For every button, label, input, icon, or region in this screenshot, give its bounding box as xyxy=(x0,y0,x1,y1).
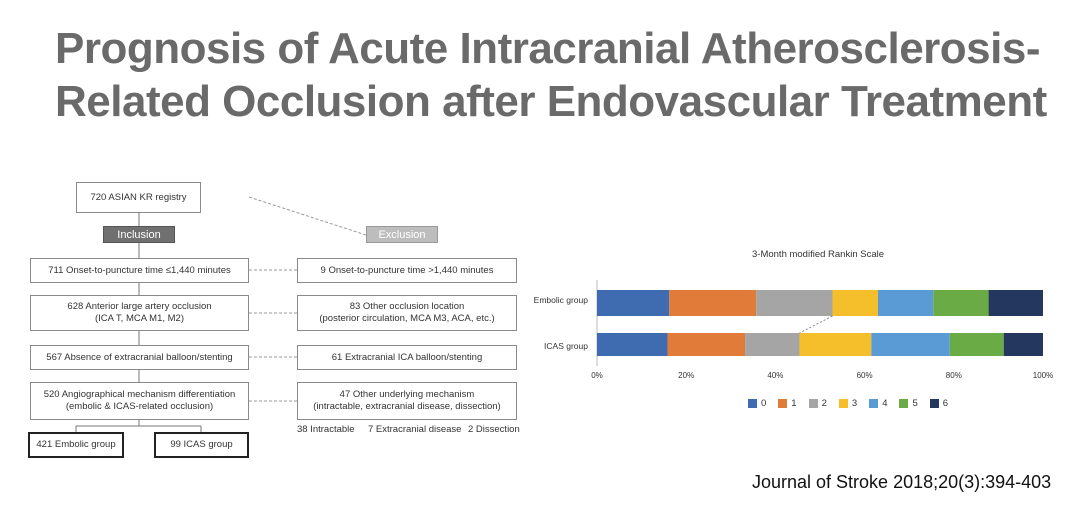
bar-segment-mrs-0 xyxy=(597,333,668,356)
legend-swatch xyxy=(869,399,879,408)
x-tick-label: 80% xyxy=(945,371,962,380)
legend-item-1: 1 xyxy=(778,398,797,409)
legend-label: 0 xyxy=(761,398,767,409)
inclusion-step-subline: (ICA T, MCA M1, M2) xyxy=(94,313,185,324)
bar-segment-mrs-5 xyxy=(949,333,1004,356)
bar-segment-mrs-1 xyxy=(667,333,746,356)
legend-swatch xyxy=(808,399,818,408)
registry-box: 720 ASIAN KR registry xyxy=(76,182,201,213)
icas-group-box: 99 ICAS group xyxy=(154,432,249,458)
x-tick-label: 20% xyxy=(678,371,695,380)
inclusion-step-subline: (embolic & ICAS-related occlusion) xyxy=(65,401,214,412)
bar-segment-mrs-3 xyxy=(832,290,878,316)
exclusion-step-4: 47 Other underlying mechanism (intractab… xyxy=(297,382,517,420)
legend-swatch xyxy=(929,399,939,408)
bar-segment-mrs-5 xyxy=(933,290,989,316)
registry-text: 720 ASIAN KR registry xyxy=(90,191,187,203)
legend-item-5: 5 xyxy=(899,398,918,409)
exclusion-step-subline: (posterior circulation, MCA M3, ACA, etc… xyxy=(319,313,495,324)
legend-label: 4 xyxy=(882,398,888,409)
bar-segment-mrs-1 xyxy=(669,290,757,316)
legend-swatch xyxy=(838,399,848,408)
embolic-group-label: 421 Embolic group xyxy=(36,439,116,450)
bar-segment-mrs-3 xyxy=(799,333,872,356)
bar-segment-mrs-0 xyxy=(597,290,670,316)
bar-segment-mrs-2 xyxy=(745,333,800,356)
y-label-icas: ICAS group xyxy=(544,341,588,351)
legend-label: 2 xyxy=(821,398,827,409)
legend-item-4: 4 xyxy=(869,398,887,409)
bar-segment-mrs-2 xyxy=(756,290,833,316)
icas-group-label: 99 ICAS group xyxy=(170,439,233,450)
inclusion-step-2: 628 Anterior large artery occlusion (ICA… xyxy=(30,295,249,331)
bar-segment-mrs-6 xyxy=(1003,333,1043,356)
x-tick-label: 100% xyxy=(1032,371,1054,380)
bar-segment-mrs-4 xyxy=(871,333,950,356)
legend-swatch xyxy=(899,399,909,408)
journal-citation: Journal of Stroke 2018;20(3):394-403 xyxy=(752,472,1052,492)
exclusion-label: Exclusion xyxy=(378,228,426,241)
inclusion-step-1: 711 Onset-to-puncture time ≤1,440 minute… xyxy=(30,258,249,283)
inclusion-label: Inclusion xyxy=(117,228,161,241)
inclusion-step-3: 567 Absence of extracranial balloon/sten… xyxy=(30,345,249,370)
exclusion-step-2: 83 Other occlusion location (posterior c… xyxy=(297,295,517,331)
legend-item-0: 0 xyxy=(748,398,766,409)
legend-item-6: 6 xyxy=(929,398,949,409)
x-tick-label: 60% xyxy=(856,371,873,380)
title-line-2: Related Occlusion after Endovascular Tre… xyxy=(55,77,1047,126)
breakdown-intractable: 38 Intractable xyxy=(297,424,355,435)
exclusion-step-line: 47 Other underlying mechanism xyxy=(339,389,475,400)
x-tick-label: 40% xyxy=(767,371,784,380)
legend-swatch xyxy=(778,399,788,408)
legend-swatch xyxy=(748,399,757,408)
exclusion-link xyxy=(248,196,367,236)
exclusion-step-line: 61 Extracranial ICA balloon/stenting xyxy=(331,351,483,363)
exclusion-step-1: 9 Onset-to-puncture time >1,440 minutes xyxy=(297,258,517,283)
title-line-1: Prognosis of Acute Intracranial Atherosc… xyxy=(55,24,1040,73)
exclusion-step-subline: (intractable, extracranial disease, diss… xyxy=(313,401,501,412)
page-title: Prognosis of Acute Intracranial Atherosc… xyxy=(55,22,1047,128)
exclusion-tag: Exclusion xyxy=(366,226,438,243)
legend-label: 3 xyxy=(851,398,858,409)
inclusion-step-line: 520 Angiographical mechanism differentia… xyxy=(43,389,236,400)
chart-legend: 0 1 2 3 4 5 6 xyxy=(748,398,960,409)
exclusion-step-line: 9 Onset-to-puncture time >1,440 minutes xyxy=(320,264,494,276)
inclusion-tag: Inclusion xyxy=(103,226,175,243)
exclusion-step-line: 83 Other occlusion location xyxy=(349,301,465,312)
exclusion-step-3: 61 Extracranial ICA balloon/stenting xyxy=(297,345,517,370)
y-label-embolic: Embolic group xyxy=(533,295,588,305)
bar-connector-line xyxy=(799,315,833,334)
breakdown-extracranial: 7 Extracranial disease xyxy=(368,424,462,435)
legend-label: 1 xyxy=(791,398,797,409)
inclusion-step-4: 520 Angiographical mechanism differentia… xyxy=(30,382,249,420)
inclusion-step-line: 711 Onset-to-puncture time ≤1,440 minute… xyxy=(48,264,231,276)
x-tick-label: 0% xyxy=(591,371,603,380)
legend-label: 6 xyxy=(942,398,949,409)
inclusion-step-line: 628 Anterior large artery occlusion xyxy=(67,301,212,312)
bar-segment-mrs-4 xyxy=(877,290,934,316)
breakdown-dissection: 2 Dissection xyxy=(468,424,520,435)
legend-label: 5 xyxy=(912,398,918,409)
chart-title: 3-Month modified Rankin Scale xyxy=(752,249,885,260)
legend-item-2: 2 xyxy=(808,398,827,409)
inclusion-step-line: 567 Absence of extracranial balloon/sten… xyxy=(46,351,233,363)
embolic-group-box: 421 Embolic group xyxy=(28,432,124,458)
bar-segment-mrs-6 xyxy=(988,290,1043,316)
legend-item-3: 3 xyxy=(838,398,858,409)
